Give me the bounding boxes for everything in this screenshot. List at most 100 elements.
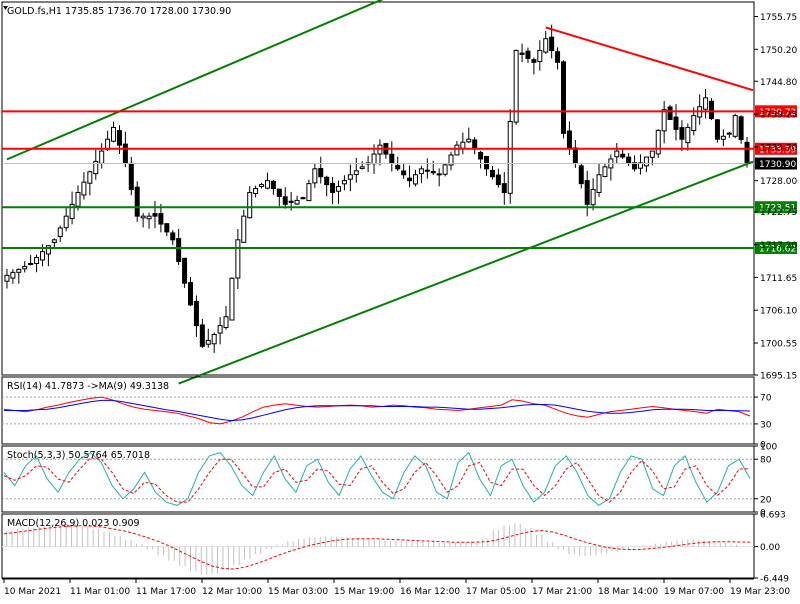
candle-bear bbox=[424, 169, 430, 172]
candle bbox=[602, 163, 608, 178]
candle-bull bbox=[229, 277, 235, 321]
axis-tick-label: 0.00 bbox=[760, 543, 780, 553]
candle bbox=[531, 57, 537, 75]
candle bbox=[176, 228, 182, 265]
candle bbox=[643, 156, 649, 173]
candle-bull bbox=[22, 265, 28, 270]
candle bbox=[353, 157, 359, 183]
candle-bear bbox=[164, 223, 170, 233]
level-label: 1723.51 bbox=[759, 204, 796, 214]
candle bbox=[543, 31, 549, 54]
candle bbox=[170, 230, 176, 245]
candle bbox=[412, 169, 418, 187]
stoch-plot: 100 80 20 0 bbox=[2, 443, 777, 519]
candle bbox=[341, 175, 347, 191]
price-pane[interactable]: 1739.72 1733.39 1723.51 1716.62 1755.75 1750… bbox=[1, 0, 797, 385]
candle-bull bbox=[247, 191, 253, 219]
candle bbox=[584, 170, 590, 217]
candle bbox=[709, 98, 715, 121]
candle bbox=[620, 148, 626, 160]
trendline[interactable] bbox=[178, 160, 754, 385]
candle-bear bbox=[407, 177, 413, 182]
candle-bear bbox=[561, 61, 566, 134]
candle-bear bbox=[572, 147, 578, 164]
candle bbox=[188, 276, 193, 307]
candle bbox=[614, 143, 620, 164]
candle bbox=[247, 186, 253, 219]
candle-bear bbox=[176, 238, 182, 263]
candle bbox=[217, 317, 223, 345]
candle-bear bbox=[472, 139, 478, 150]
candle bbox=[324, 175, 330, 197]
candle-bear bbox=[667, 106, 673, 121]
candle-bull bbox=[140, 215, 146, 219]
candle-bull bbox=[507, 121, 513, 194]
candle bbox=[300, 196, 306, 200]
candle bbox=[714, 119, 720, 143]
candle bbox=[199, 318, 205, 348]
level-label: 1733.39 bbox=[759, 145, 796, 155]
candle bbox=[259, 182, 265, 189]
macd-pane[interactable]: 6.693 0.00 -6.449 MACD(12,26,9) 0.023 0.90… bbox=[1, 511, 789, 585]
candle bbox=[306, 179, 312, 202]
candle-bear bbox=[566, 130, 572, 149]
rsi-pane-frame bbox=[1, 376, 755, 445]
candle bbox=[28, 254, 34, 266]
rsi-pane-title: RSI(14) 41.7873 ->MA(9) 49.3138 bbox=[7, 381, 169, 392]
time-tick-label: 11 Mar 17:00 bbox=[136, 587, 196, 597]
candle-bear bbox=[673, 116, 679, 130]
candle bbox=[418, 165, 424, 184]
price-levels: 1739.72 1733.39 1723.51 1716.62 bbox=[2, 105, 797, 254]
candle-bull bbox=[34, 257, 40, 264]
candle bbox=[442, 163, 448, 177]
candle-bear bbox=[300, 197, 306, 200]
candle-bear bbox=[626, 156, 632, 164]
price-tick-label: 1717.20 bbox=[760, 241, 797, 251]
candle bbox=[22, 261, 28, 273]
candle bbox=[51, 238, 57, 249]
candle bbox=[649, 150, 655, 166]
candle bbox=[276, 188, 282, 207]
candle-bull bbox=[602, 166, 608, 178]
candle bbox=[63, 207, 69, 232]
trendline[interactable] bbox=[6, 0, 386, 161]
trendline[interactable] bbox=[545, 26, 754, 92]
candle-bear bbox=[276, 188, 282, 197]
axis-tick-label: -6.449 bbox=[760, 575, 789, 585]
candle bbox=[596, 163, 602, 197]
candle-bear bbox=[199, 324, 205, 347]
candle-bear bbox=[116, 130, 122, 146]
candle bbox=[57, 225, 63, 243]
candle-bear bbox=[489, 169, 495, 178]
candle-bull bbox=[253, 188, 259, 195]
candle bbox=[673, 104, 679, 141]
rsi-pane[interactable]: 70 30 0 RSI(14) 41.7873 ->MA(9) 49.3138 bbox=[1, 376, 772, 451]
price-tick-label: 1733.70 bbox=[760, 143, 797, 153]
candle-bear bbox=[525, 50, 531, 59]
candle-bear bbox=[584, 180, 590, 205]
candle bbox=[436, 168, 442, 187]
candle-bear bbox=[395, 164, 401, 170]
candle-bear bbox=[484, 155, 490, 170]
price-axis: 1755.75 1750.20 1744.80 1739.25 1733.70 1728.… bbox=[754, 13, 797, 382]
candle bbox=[134, 181, 140, 222]
candle-bull bbox=[732, 115, 738, 137]
candle bbox=[152, 201, 158, 229]
candle-bear bbox=[679, 127, 685, 140]
candle bbox=[507, 109, 513, 204]
macd-signal-line bbox=[3, 525, 751, 570]
candle-bull bbox=[146, 215, 152, 220]
stoch-pane[interactable]: 100 80 20 0 Stoch(5,3,3) 50.5764 65.7018 bbox=[1, 443, 777, 519]
candle-bull bbox=[336, 186, 342, 192]
candle bbox=[685, 123, 691, 151]
candle-bear bbox=[401, 170, 407, 176]
candle bbox=[679, 120, 685, 152]
candle-bear bbox=[555, 51, 561, 63]
candle-bull bbox=[720, 135, 726, 140]
candle-bear bbox=[270, 180, 276, 190]
price-trendlines bbox=[6, 0, 754, 385]
candle-bull bbox=[294, 199, 300, 205]
candle-bear bbox=[632, 162, 638, 170]
